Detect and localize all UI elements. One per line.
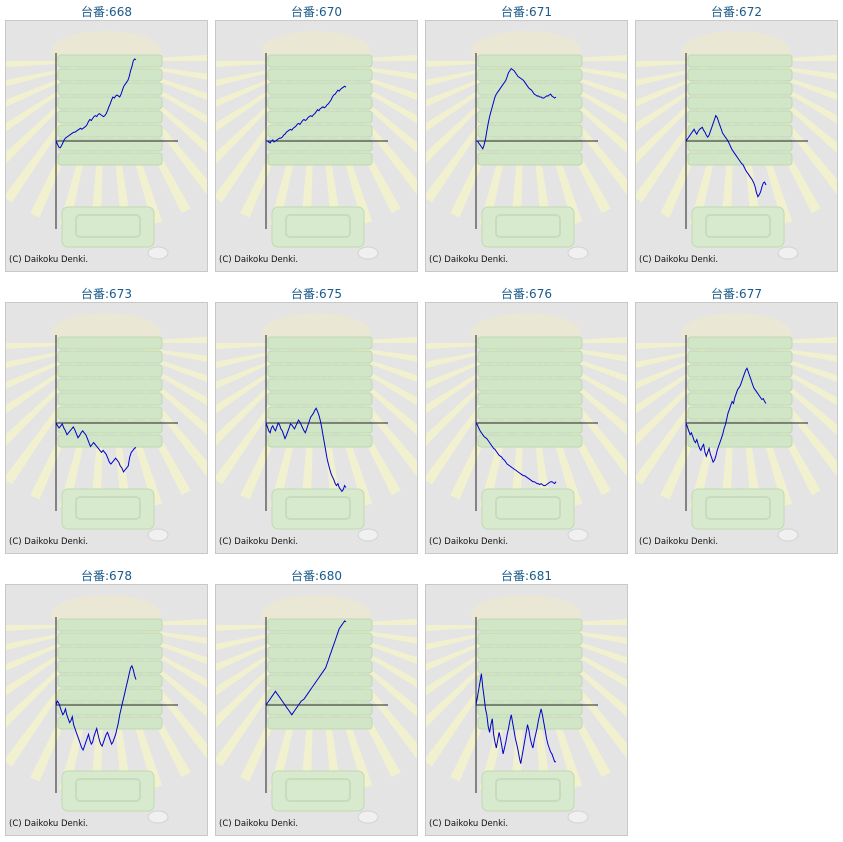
- chart-svg: [216, 31, 417, 260]
- chart-svg: [426, 313, 627, 542]
- chart-svg: [216, 313, 417, 542]
- chart-title: 台番:677: [711, 287, 762, 301]
- chart-title: 台番:678: [81, 569, 132, 583]
- chart-panel: (C) Daikoku Denki.: [425, 302, 628, 554]
- background-artwork: [426, 31, 627, 260]
- chart-panel: (C) Daikoku Denki.: [215, 20, 418, 272]
- chart-panel: (C) Daikoku Denki.: [5, 584, 208, 836]
- chart-svg: [636, 313, 837, 542]
- chart-title: 台番:681: [501, 569, 552, 583]
- chart-title: 台番:680: [291, 569, 342, 583]
- chart-panel: (C) Daikoku Denki.: [425, 584, 628, 836]
- chart-svg: [6, 31, 207, 260]
- chart-panel: (C) Daikoku Denki.: [5, 302, 208, 554]
- machine-chart-675: 台番:675 (C) Daikoku Denki.: [215, 282, 418, 554]
- machine-chart-671: 台番:671 (C) Daikoku Denki.: [425, 0, 628, 272]
- background-artwork: [6, 31, 207, 260]
- series-line: [265, 620, 347, 716]
- copyright-text: (C) Daikoku Denki.: [9, 255, 89, 265]
- series-line: [265, 407, 347, 493]
- series-line: [266, 85, 347, 144]
- chart-title: 台番:675: [291, 287, 342, 301]
- chart-svg: [426, 595, 627, 824]
- background-artwork: [426, 313, 627, 542]
- machine-chart-677: 台番:677 (C) Daikoku Denki.: [635, 282, 838, 554]
- background-artwork: [6, 595, 207, 824]
- chart-svg: [216, 595, 417, 824]
- chart-svg: [426, 31, 627, 260]
- copyright-text: (C) Daikoku Denki.: [429, 819, 509, 829]
- chart-panel: (C) Daikoku Denki.: [425, 20, 628, 272]
- series-line: [55, 664, 137, 752]
- chart-svg: [6, 313, 207, 542]
- chart-svg: [636, 31, 837, 260]
- copyright-text: (C) Daikoku Denki.: [219, 255, 299, 265]
- copyright-text: (C) Daikoku Denki.: [219, 537, 299, 547]
- chart-panel: (C) Daikoku Denki.: [215, 584, 418, 836]
- chart-panel: (C) Daikoku Denki.: [5, 20, 208, 272]
- chart-panel: (C) Daikoku Denki.: [215, 302, 418, 554]
- machine-chart-676: 台番:676 (C) Daikoku Denki.: [425, 282, 628, 554]
- machine-chart-680: 台番:680 (C) Daikoku Denki.: [215, 564, 418, 836]
- chart-panel: (C) Daikoku Denki.: [635, 20, 838, 272]
- series-line: [685, 114, 767, 198]
- machine-chart-681: 台番:681 (C) Daikoku Denki.: [425, 564, 628, 836]
- series-line: [475, 422, 557, 487]
- machine-chart-668: 台番:668 (C) Daikoku Denki.: [5, 0, 208, 272]
- background-artwork: [216, 313, 417, 542]
- background-artwork: [426, 595, 627, 824]
- background-artwork: [6, 313, 207, 542]
- chart-title: 台番:668: [81, 5, 132, 19]
- copyright-text: (C) Daikoku Denki.: [219, 819, 299, 829]
- machine-chart-673: 台番:673 (C) Daikoku Denki.: [5, 282, 208, 554]
- background-artwork: [636, 31, 837, 260]
- background-artwork: [216, 31, 417, 260]
- machine-chart-670: 台番:670 (C) Daikoku Denki.: [215, 0, 418, 272]
- copyright-text: (C) Daikoku Denki.: [9, 819, 89, 829]
- series-line: [475, 673, 556, 764]
- background-artwork: [636, 313, 837, 542]
- series-line: [55, 422, 137, 473]
- chart-title: 台番:676: [501, 287, 552, 301]
- background-artwork: [216, 595, 417, 824]
- copyright-text: (C) Daikoku Denki.: [639, 537, 719, 547]
- machine-chart-672: 台番:672 (C) Daikoku Denki.: [635, 0, 838, 272]
- chart-svg: [6, 595, 207, 824]
- copyright-text: (C) Daikoku Denki.: [429, 537, 509, 547]
- copyright-text: (C) Daikoku Denki.: [639, 255, 719, 265]
- chart-panel: (C) Daikoku Denki.: [635, 302, 838, 554]
- series-line: [476, 67, 557, 150]
- chart-title: 台番:673: [81, 287, 132, 301]
- chart-title: 台番:670: [291, 5, 342, 19]
- chart-title: 台番:671: [501, 5, 552, 19]
- series-line: [55, 58, 137, 149]
- copyright-text: (C) Daikoku Denki.: [9, 537, 89, 547]
- copyright-text: (C) Daikoku Denki.: [429, 255, 509, 265]
- machine-chart-678: 台番:678 (C) Daikoku Denki.: [5, 564, 208, 836]
- chart-title: 台番:672: [711, 5, 762, 19]
- series-line: [685, 367, 767, 464]
